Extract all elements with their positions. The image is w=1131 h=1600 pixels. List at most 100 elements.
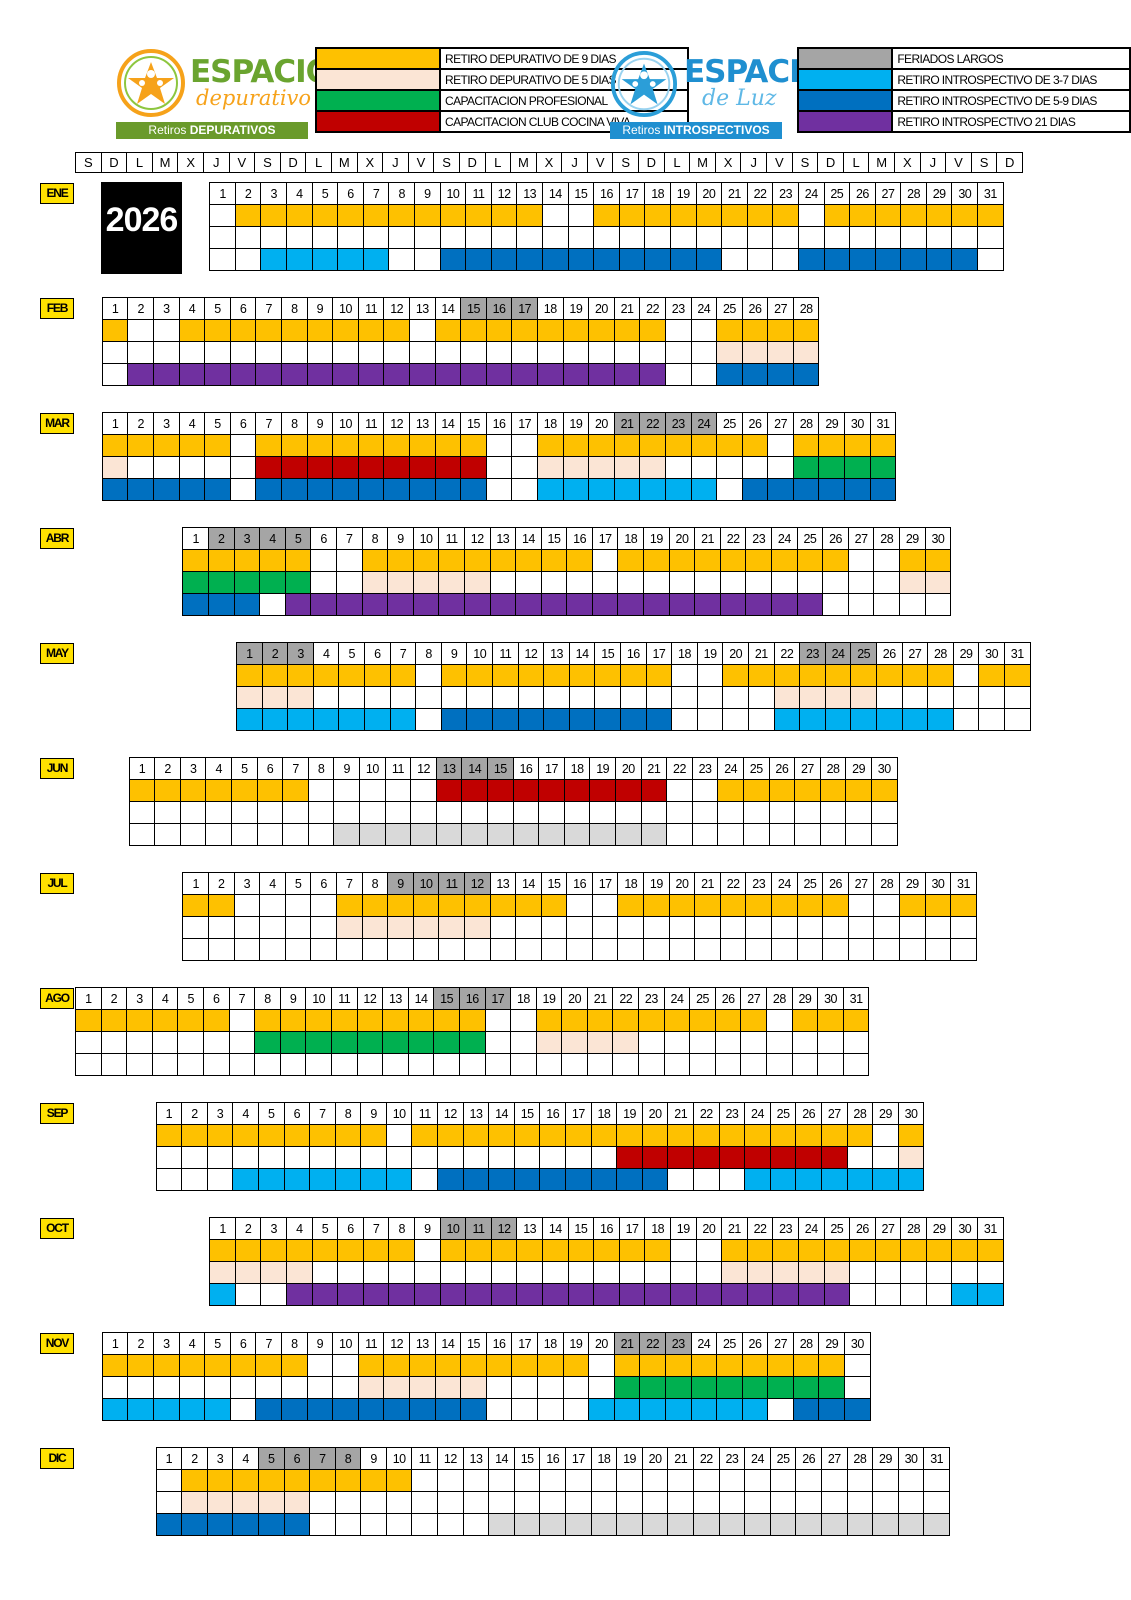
day-number-cell: 5	[204, 1332, 231, 1355]
day-number-cell: 4	[286, 182, 313, 205]
day-number-cell: 6	[202, 987, 230, 1010]
event-cell	[408, 434, 436, 457]
event-cell	[618, 204, 646, 227]
event-cell	[257, 1513, 285, 1536]
event-cell	[616, 1491, 643, 1514]
day-number-cell: 8	[361, 872, 389, 895]
event-cell	[643, 593, 670, 616]
event-cell	[362, 226, 390, 249]
event-cell	[411, 1146, 439, 1169]
day-number-cell: 29	[872, 1447, 899, 1470]
day-number-cell: 18	[617, 872, 645, 895]
event-cell	[695, 1239, 723, 1262]
event-cell	[694, 593, 721, 616]
event-cell	[561, 1009, 588, 1032]
event-cell	[639, 478, 666, 501]
event-cell	[412, 549, 440, 572]
event-cell	[618, 1239, 646, 1262]
day-number-cell: 20	[641, 1102, 669, 1125]
event-cell	[849, 226, 876, 249]
event-cell	[869, 434, 897, 457]
day-number-cell: 10	[332, 412, 359, 435]
event-cell	[338, 664, 366, 687]
day-number-cell: 20	[668, 872, 696, 895]
event-cell	[181, 1513, 208, 1536]
day-number-cell: 16	[539, 1102, 567, 1125]
day-number-cell: 13	[435, 757, 463, 780]
event-cell	[588, 456, 615, 479]
event-cell	[641, 1168, 669, 1191]
event-cell	[465, 226, 492, 249]
event-cell	[182, 571, 209, 594]
event-cell	[362, 1283, 390, 1306]
event-cell	[337, 1283, 364, 1306]
event-cell	[462, 1168, 490, 1191]
day-number-cell: 3	[153, 1332, 180, 1355]
event-cell	[847, 938, 875, 961]
day-number-cell: 11	[438, 527, 465, 550]
event-cell	[849, 204, 876, 227]
day-number-cell: 29	[899, 872, 926, 895]
event-cell	[719, 938, 747, 961]
event-cell	[847, 571, 875, 594]
event-cell	[645, 686, 673, 709]
event-cell	[612, 1031, 640, 1054]
event-cell	[538, 823, 565, 846]
day-number-cell: 12	[463, 872, 491, 895]
event-cell	[695, 226, 723, 249]
event-cell	[795, 1491, 822, 1514]
legend-label: RETIRO INTROSPECTIVO 21 DIAS	[891, 110, 1131, 133]
event-cell	[465, 204, 492, 227]
weekday-cell: L	[663, 152, 691, 173]
event-cell	[792, 478, 820, 501]
event-cell	[257, 1168, 285, 1191]
day-number-cell: 23	[772, 1217, 799, 1240]
event-cell	[287, 708, 314, 731]
day-number-cell: 30	[924, 527, 952, 550]
day-number-cell: 12	[383, 297, 410, 320]
event-cell	[792, 363, 820, 386]
event-cell	[897, 1124, 925, 1147]
event-cell	[668, 894, 696, 917]
event-cell	[255, 434, 282, 457]
event-cell	[791, 1053, 819, 1076]
day-number-cell: 24	[744, 1102, 771, 1125]
event-cell	[437, 1469, 464, 1492]
day-number-cell: 25	[796, 872, 824, 895]
event-cell	[286, 204, 313, 227]
day-number-cell: 21	[721, 1217, 748, 1240]
event-cell	[207, 571, 235, 594]
event-cell	[101, 1398, 129, 1421]
day-number-cell: 4	[178, 297, 206, 320]
event-cell	[847, 916, 875, 939]
event-cell	[259, 916, 286, 939]
event-cell	[873, 549, 901, 572]
event-cell	[586, 1009, 614, 1032]
event-cell	[742, 801, 770, 824]
event-cell	[387, 571, 414, 594]
event-cell	[484, 1031, 512, 1054]
event-cell	[590, 1124, 618, 1147]
event-cell	[126, 1053, 153, 1076]
event-cell	[437, 1491, 464, 1514]
event-cell	[153, 1354, 180, 1377]
event-cell	[741, 456, 769, 479]
legend-row: FERIADOS LARGOS	[796, 47, 1131, 70]
weekday-cell: J	[202, 152, 230, 173]
event-cell	[668, 916, 696, 939]
event-cell	[411, 1513, 439, 1536]
day-number-cell: 10	[466, 642, 494, 665]
event-cell	[613, 1376, 641, 1399]
event-cell	[209, 1283, 236, 1306]
day-number-cell: 7	[255, 412, 282, 435]
event-cell	[772, 1261, 799, 1284]
day-number-cell: 16	[458, 987, 486, 1010]
event-cell	[309, 1513, 336, 1536]
event-cell	[101, 1376, 129, 1399]
event-cell	[75, 1031, 102, 1054]
brand-right-sub: de Luz	[702, 86, 777, 111]
event-cell	[384, 779, 412, 802]
event-cell	[925, 1283, 953, 1306]
day-number-cell: 9	[360, 1447, 387, 1470]
event-cell	[925, 1261, 953, 1284]
